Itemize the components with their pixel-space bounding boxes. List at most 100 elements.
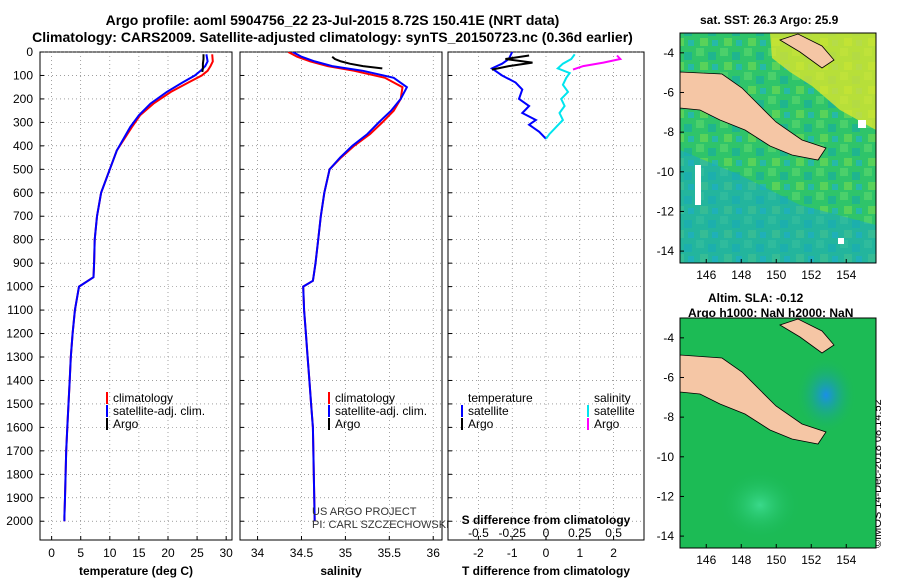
sst-map <box>679 32 877 264</box>
series-line-climatology <box>287 52 404 522</box>
sla-land-new-guinea <box>679 354 827 445</box>
y-tick-label: 1000 <box>6 280 33 294</box>
legend-label-argo: Argo <box>113 417 139 431</box>
x-tick-label: 10 <box>103 546 117 560</box>
profile-series <box>63 52 623 522</box>
map-x-tick-label: 154 <box>836 268 856 282</box>
map-x-tick-label: 148 <box>731 268 751 282</box>
s-tick-label: -0.25 <box>499 526 527 540</box>
sst-missing-data <box>838 238 844 244</box>
map-y-tick-label: -12 <box>657 489 675 503</box>
temperature-legend: climatology satellite-adj. clim. Argo <box>106 391 205 431</box>
y-tick-label: 0 <box>26 45 33 59</box>
y-tick-label: 1300 <box>6 350 33 364</box>
salinity-panel-frame <box>239 51 443 541</box>
map-x-tick-label: 152 <box>801 553 821 567</box>
series-line-t-satellite <box>489 52 547 140</box>
map-x-tick-label: 150 <box>766 553 786 567</box>
legend-label-climatology: climatology <box>113 391 173 405</box>
s-tick-label: 0 <box>543 526 550 540</box>
series-line-t-argo <box>491 54 533 71</box>
y-tick-label: 900 <box>13 256 33 270</box>
series-line-argo <box>201 54 205 73</box>
x-tick-label: 15 <box>132 546 146 560</box>
chart-title-line2: Climatology: CARS2009. Satellite-adjuste… <box>32 29 633 45</box>
map-y-tick-label: -8 <box>663 410 674 424</box>
x-tick-label: -2 <box>473 546 484 560</box>
x-tick-label: 2 <box>610 546 617 560</box>
y-tick-label: 1200 <box>6 327 33 341</box>
sst-warm-water <box>770 33 876 130</box>
map-x-tick-label: 148 <box>731 553 751 567</box>
sla-low-anomaly <box>796 357 856 433</box>
map-x-tick-label: 154 <box>836 553 856 567</box>
map-axis-ticks: 146 148 150 152 154 -4 -6 -8 -10 -12 -14 146 148 150 1… <box>657 46 857 567</box>
map-y-tick-label: -8 <box>663 125 674 139</box>
legend-title-temperature: temperature <box>468 391 533 405</box>
map-y-tick-label: -10 <box>657 450 675 464</box>
sla-high-anomaly <box>720 470 800 540</box>
sla-map-subtitle: Argo h1000: NaN h2000: NaN <box>688 306 854 320</box>
salinity-legend: climatology satellite-adj. clim. Argo <box>328 391 427 431</box>
map-x-tick-label: 146 <box>696 553 716 567</box>
map-x-tick-label: 152 <box>801 268 821 282</box>
sla-map-frame <box>679 317 877 549</box>
x-tick-label: 20 <box>161 546 175 560</box>
series-line-argo <box>331 55 383 70</box>
x-tick-label: 0 <box>48 546 55 560</box>
pi-annotation: PI: CARL SZCZECHOWSKI <box>312 519 449 531</box>
x-tick-label: -1 <box>507 546 518 560</box>
x-tick-label: 35 <box>339 546 353 560</box>
axis-ticks: 0 5 10 15 20 25 30 34 34.5 35 35.5 36 -2 -1 0 1 20100200… <box>6 45 622 560</box>
s-tick-label: 0.5 <box>605 526 622 540</box>
sst-missing-data <box>858 120 866 128</box>
y-tick-label: 300 <box>13 115 33 129</box>
temperature-panel-frame <box>39 51 233 541</box>
project-annotation: US ARGO PROJECT <box>312 506 417 518</box>
map-y-tick-label: -14 <box>657 244 675 258</box>
legend-label-argo: Argo <box>335 417 361 431</box>
legend-title-salinity: salinity <box>594 391 631 405</box>
y-tick-label: 1900 <box>6 491 33 505</box>
series-line-s-satellite <box>545 53 576 140</box>
y-tick-label: 100 <box>13 68 33 82</box>
temperature-xlabel: temperature (deg C) <box>79 564 193 578</box>
sst-land-new-britain <box>779 33 835 69</box>
s-difference-xlabel: S difference from climatology <box>462 513 631 527</box>
y-tick-label: 1500 <box>6 397 33 411</box>
sst-map-title: sat. SST: 26.3 Argo: 25.9 <box>700 13 839 27</box>
legend-label-climatology: climatology <box>335 391 395 405</box>
y-tick-label: 2000 <box>6 514 33 528</box>
y-tick-label: 400 <box>13 139 33 153</box>
sst-map-frame <box>679 32 877 264</box>
salinity-xlabel: salinity <box>320 564 362 578</box>
sla-land-new-britain <box>779 318 835 354</box>
map-y-tick-label: -4 <box>663 331 674 345</box>
map-x-tick-label: 150 <box>766 268 786 282</box>
sst-cool-water <box>680 150 876 263</box>
t-difference-xlabel: T difference from climatology <box>462 564 630 578</box>
x-tick-label: 25 <box>190 546 204 560</box>
chart-title-line1: Argo profile: aoml 5904756_22 23-Jul-201… <box>105 12 560 28</box>
x-tick-label: 36 <box>427 546 441 560</box>
x-tick-label: 1 <box>576 546 583 560</box>
y-tick-label: 1800 <box>6 467 33 481</box>
dotted-grid <box>40 51 644 540</box>
x-tick-label: 0 <box>543 546 550 560</box>
sla-map-title: Altim. SLA: -0.12 <box>708 291 804 305</box>
sst-land-new-guinea <box>679 71 827 161</box>
series-line-satellite-adj-clim- <box>63 54 209 522</box>
s-tick-label: -0.5 <box>468 526 489 540</box>
x-tick-label: 34 <box>251 546 265 560</box>
s-tick-label: 0.25 <box>568 526 592 540</box>
x-tick-label: 34.5 <box>290 546 314 560</box>
map-x-tick-label: 146 <box>696 268 716 282</box>
y-tick-label: 1100 <box>7 303 33 317</box>
sst-missing-data <box>695 165 701 205</box>
x-tick-label: 30 <box>220 546 234 560</box>
map-y-tick-label: -10 <box>657 165 675 179</box>
map-y-tick-label: -14 <box>657 529 675 543</box>
legend-label-t-satellite: satellite <box>468 404 509 418</box>
map-y-tick-label: -6 <box>663 370 674 384</box>
